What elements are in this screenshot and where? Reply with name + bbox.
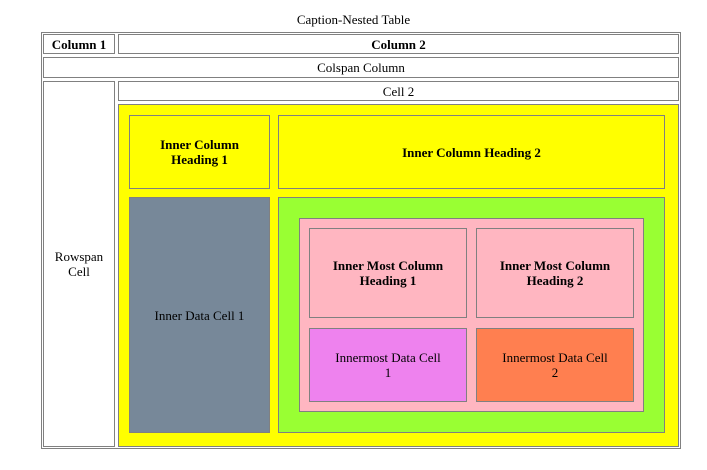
outer-table (41, 32, 681, 449)
column-2-header: Column 2 (118, 34, 679, 54)
innermost-column-heading-1-text: Inner Most Column Heading 1 (332, 258, 444, 288)
cell-2: Cell 2 (118, 81, 679, 101)
inner-column-heading-1-text: Inner Column Heading 1 (160, 137, 239, 167)
innermost-data-cell-2-text: Innermost Data Cell 2 (502, 350, 608, 380)
inner-data-cell-1: Inner Data Cell 1 (129, 197, 270, 433)
inner-column-heading-1: Inner Column Heading 1 (129, 115, 270, 189)
rowspan-cell-text: Rowspan Cell (54, 249, 104, 279)
innermost-data-cell-2: Innermost Data Cell 2 (476, 328, 634, 402)
colspan-cell: Colspan Column (43, 57, 679, 78)
innermost-column-heading-2: Inner Most Column Heading 2 (476, 228, 634, 318)
innermost-data-cell-1-text: Innermost Data Cell 1 (335, 350, 441, 380)
innermost-column-heading-1: Inner Most Column Heading 1 (309, 228, 467, 318)
column-1-header: Column 1 (43, 34, 115, 54)
table-caption: Caption-Nested Table (296, 12, 411, 27)
inner-column-heading-2: Inner Column Heading 2 (278, 115, 665, 189)
innermost-column-heading-2-text: Inner Most Column Heading 2 (499, 258, 611, 288)
innermost-data-cell-1: Innermost Data Cell 1 (309, 328, 467, 402)
inner-data-cell-1-text: Inner Data Cell 1 (154, 307, 245, 323)
rowspan-cell: Rowspan Cell (43, 81, 115, 447)
